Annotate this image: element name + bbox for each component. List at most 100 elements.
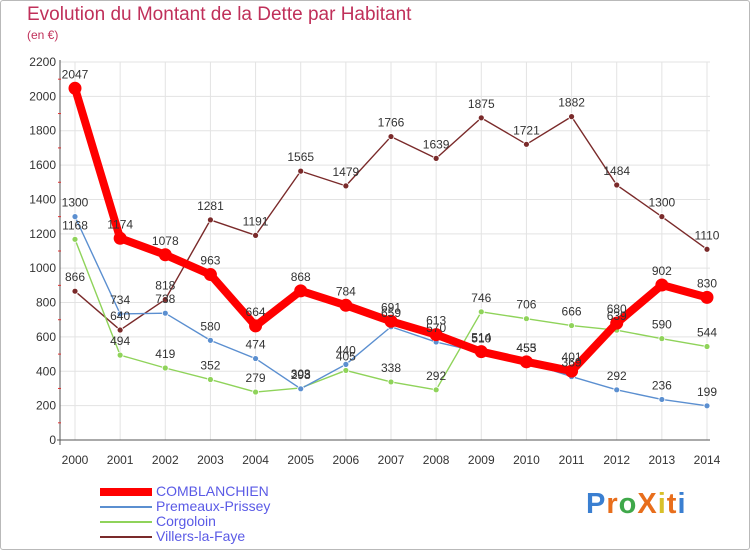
data-point bbox=[342, 367, 350, 374]
y-tick-label: 2200 bbox=[29, 55, 56, 69]
x-tick-label: 2014 bbox=[694, 453, 721, 467]
y-tick-label: 1000 bbox=[29, 261, 56, 275]
data-point bbox=[523, 315, 530, 323]
legend-swatch bbox=[100, 488, 152, 496]
legend-swatch bbox=[100, 521, 152, 523]
data-label: 680 bbox=[607, 302, 627, 316]
data-point bbox=[703, 402, 711, 410]
data-label: 453 bbox=[516, 341, 536, 355]
data-point bbox=[387, 133, 395, 140]
data-point bbox=[568, 113, 575, 121]
data-point bbox=[568, 322, 575, 329]
data-point bbox=[387, 378, 395, 386]
data-label: 292 bbox=[426, 369, 446, 383]
chart-subtitle: (en €) bbox=[27, 28, 59, 42]
data-point bbox=[113, 231, 127, 245]
data-point bbox=[252, 388, 259, 396]
chart-title: Evolution du Montant de la Dette par Hab… bbox=[27, 4, 412, 25]
y-tick-label: 1400 bbox=[29, 192, 56, 206]
data-label: 494 bbox=[110, 334, 130, 348]
data-label: 419 bbox=[155, 347, 175, 361]
logo-letter: r bbox=[606, 488, 619, 520]
data-point bbox=[116, 326, 124, 334]
data-point bbox=[71, 213, 79, 221]
data-label: 1882 bbox=[558, 96, 585, 110]
data-label: 1300 bbox=[649, 196, 676, 210]
x-tick-label: 2005 bbox=[287, 453, 314, 467]
data-label: 963 bbox=[200, 254, 220, 268]
data-point bbox=[252, 355, 259, 362]
data-point bbox=[207, 216, 214, 224]
data-label: 590 bbox=[652, 318, 672, 332]
data-label: 664 bbox=[246, 305, 266, 319]
data-point bbox=[432, 154, 440, 162]
data-point bbox=[339, 298, 353, 312]
x-tick-label: 2010 bbox=[513, 453, 540, 467]
data-label: 639 bbox=[607, 309, 627, 323]
x-tick-label: 2011 bbox=[559, 453, 585, 467]
data-label: 666 bbox=[562, 305, 582, 319]
legend-label: COMBLANCHIEN bbox=[156, 483, 269, 499]
data-label: 746 bbox=[471, 291, 491, 305]
data-point bbox=[703, 343, 711, 350]
data-point bbox=[252, 231, 259, 239]
y-tick-label: 0 bbox=[49, 433, 56, 447]
x-tick-label: 2013 bbox=[649, 453, 676, 467]
data-label: 440 bbox=[336, 343, 356, 357]
x-tick-label: 2001 bbox=[107, 453, 134, 467]
data-point bbox=[474, 345, 488, 359]
logo-letter: P bbox=[586, 488, 607, 520]
logo-letter: o bbox=[618, 488, 638, 520]
data-label: 1110 bbox=[695, 228, 720, 242]
data-point bbox=[703, 245, 711, 253]
data-point bbox=[658, 213, 666, 221]
data-label: 1484 bbox=[603, 164, 630, 178]
y-tick-label: 1600 bbox=[29, 158, 56, 172]
data-point bbox=[565, 364, 579, 378]
data-label: 570 bbox=[426, 321, 446, 335]
data-point bbox=[68, 81, 82, 95]
x-tick-label: 2000 bbox=[62, 453, 89, 467]
data-label: 738 bbox=[155, 292, 175, 306]
data-label: 1565 bbox=[287, 150, 314, 164]
data-label: 298 bbox=[291, 368, 311, 382]
data-label: 659 bbox=[381, 306, 401, 320]
logo-letter: t bbox=[666, 488, 678, 520]
legend-swatch bbox=[100, 506, 152, 508]
data-label: 784 bbox=[336, 284, 356, 298]
data-label: 1766 bbox=[378, 116, 405, 130]
x-tick-label: 2009 bbox=[468, 453, 495, 467]
x-tick-label: 2004 bbox=[242, 453, 269, 467]
data-point bbox=[203, 268, 217, 282]
data-point bbox=[523, 140, 530, 148]
data-label: 1721 bbox=[513, 123, 540, 137]
data-label: 455 bbox=[516, 341, 536, 355]
x-tick-label: 2002 bbox=[152, 453, 179, 467]
legend-label: Premeaux-Prissey bbox=[156, 498, 271, 514]
data-point bbox=[613, 181, 621, 189]
data-point bbox=[384, 314, 398, 328]
logo-letter: i bbox=[657, 488, 667, 520]
legend-swatch bbox=[100, 536, 152, 538]
data-label: 1168 bbox=[62, 218, 88, 232]
data-point bbox=[519, 355, 533, 369]
x-tick-label: 2006 bbox=[333, 453, 360, 467]
data-point bbox=[342, 360, 350, 368]
data-label: 1875 bbox=[468, 97, 495, 111]
y-tick-label: 1800 bbox=[29, 124, 56, 138]
data-label: 902 bbox=[652, 264, 672, 278]
data-label: 706 bbox=[516, 298, 536, 312]
legend-label: Corgoloin bbox=[156, 513, 216, 529]
data-point bbox=[429, 328, 443, 342]
data-label: 1639 bbox=[423, 137, 450, 151]
data-point bbox=[207, 336, 214, 344]
x-tick-label: 2007 bbox=[378, 453, 405, 467]
data-label: 691 bbox=[381, 300, 401, 314]
data-point bbox=[658, 335, 666, 343]
data-label: 544 bbox=[697, 326, 717, 340]
data-label: 2047 bbox=[62, 67, 89, 81]
data-point bbox=[71, 235, 79, 243]
data-label: 1281 bbox=[197, 199, 224, 213]
